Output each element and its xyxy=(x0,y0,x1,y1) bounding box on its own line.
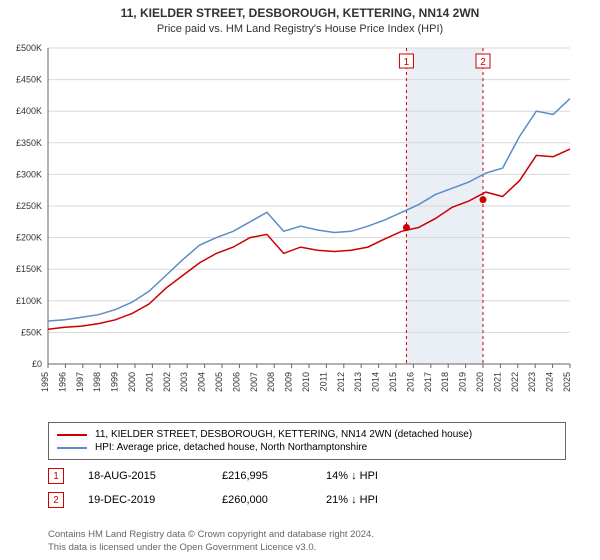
svg-text:2022: 2022 xyxy=(510,372,520,392)
svg-text:£100K: £100K xyxy=(16,296,42,306)
svg-text:£250K: £250K xyxy=(16,201,42,211)
svg-text:2021: 2021 xyxy=(492,372,502,392)
sale-date-2: 19-DEC-2019 xyxy=(88,494,198,506)
legend-swatch-price xyxy=(57,434,87,436)
svg-text:2004: 2004 xyxy=(197,372,207,392)
footer-attribution: Contains HM Land Registry data © Crown c… xyxy=(48,529,568,554)
svg-text:£350K: £350K xyxy=(16,138,42,148)
svg-text:1997: 1997 xyxy=(75,372,85,392)
legend-row-price: 11, KIELDER STREET, DESBOROUGH, KETTERIN… xyxy=(57,428,557,441)
svg-text:£400K: £400K xyxy=(16,106,42,116)
svg-text:2001: 2001 xyxy=(144,372,154,392)
svg-text:1995: 1995 xyxy=(40,372,50,392)
legend-row-hpi: HPI: Average price, detached house, Nort… xyxy=(57,441,557,454)
sale-price-2: £260,000 xyxy=(222,494,302,506)
sale-delta-1: 14% ↓ HPI xyxy=(326,470,378,482)
svg-text:2020: 2020 xyxy=(475,372,485,392)
svg-text:£300K: £300K xyxy=(16,169,42,179)
price-chart: £0£50K£100K£150K£200K£250K£300K£350K£400… xyxy=(48,42,578,392)
svg-text:2024: 2024 xyxy=(545,372,555,392)
legend-label-price: 11, KIELDER STREET, DESBOROUGH, KETTERIN… xyxy=(95,429,472,440)
svg-text:1999: 1999 xyxy=(110,372,120,392)
svg-text:2016: 2016 xyxy=(405,372,415,392)
svg-text:2000: 2000 xyxy=(127,372,137,392)
chart-title: 11, KIELDER STREET, DESBOROUGH, KETTERIN… xyxy=(0,0,600,20)
svg-text:2019: 2019 xyxy=(458,372,468,392)
chart-subtitle: Price paid vs. HM Land Registry's House … xyxy=(0,20,600,39)
svg-text:£150K: £150K xyxy=(16,264,42,274)
svg-text:2003: 2003 xyxy=(179,372,189,392)
legend-label-hpi: HPI: Average price, detached house, Nort… xyxy=(95,442,367,453)
sale-price-1: £216,995 xyxy=(222,470,302,482)
svg-text:£500K: £500K xyxy=(16,43,42,53)
svg-text:1: 1 xyxy=(404,57,410,68)
svg-text:2010: 2010 xyxy=(301,372,311,392)
svg-text:2018: 2018 xyxy=(440,372,450,392)
svg-text:2012: 2012 xyxy=(336,372,346,392)
svg-text:1998: 1998 xyxy=(92,372,102,392)
legend: 11, KIELDER STREET, DESBOROUGH, KETTERIN… xyxy=(48,422,566,460)
svg-text:2007: 2007 xyxy=(249,372,259,392)
sale-marker-1: 1 xyxy=(48,468,64,484)
svg-text:£0: £0 xyxy=(32,359,42,369)
sale-marker-2: 2 xyxy=(48,492,64,508)
svg-text:2017: 2017 xyxy=(423,372,433,392)
svg-text:2009: 2009 xyxy=(284,372,294,392)
svg-text:2025: 2025 xyxy=(562,372,572,392)
svg-text:2002: 2002 xyxy=(162,372,172,392)
svg-text:2013: 2013 xyxy=(353,372,363,392)
svg-text:2011: 2011 xyxy=(318,372,328,391)
svg-text:2015: 2015 xyxy=(388,372,398,392)
footer-line-2: This data is licensed under the Open Gov… xyxy=(48,542,568,554)
svg-text:2: 2 xyxy=(480,57,486,68)
legend-swatch-hpi xyxy=(57,447,87,449)
svg-text:2014: 2014 xyxy=(371,372,381,392)
sale-date-1: 18-AUG-2015 xyxy=(88,470,198,482)
footer-line-1: Contains HM Land Registry data © Crown c… xyxy=(48,529,568,541)
svg-text:2005: 2005 xyxy=(214,372,224,392)
sale-row-1: 1 18-AUG-2015 £216,995 14% ↓ HPI xyxy=(48,468,568,484)
sale-delta-2: 21% ↓ HPI xyxy=(326,494,378,506)
svg-text:2023: 2023 xyxy=(527,372,537,392)
svg-text:£450K: £450K xyxy=(16,75,42,85)
svg-text:1996: 1996 xyxy=(57,372,67,392)
svg-text:2006: 2006 xyxy=(231,372,241,392)
sale-row-2: 2 19-DEC-2019 £260,000 21% ↓ HPI xyxy=(48,492,568,508)
svg-text:£200K: £200K xyxy=(16,233,42,243)
svg-text:2008: 2008 xyxy=(266,372,276,392)
svg-text:£50K: £50K xyxy=(21,327,42,337)
